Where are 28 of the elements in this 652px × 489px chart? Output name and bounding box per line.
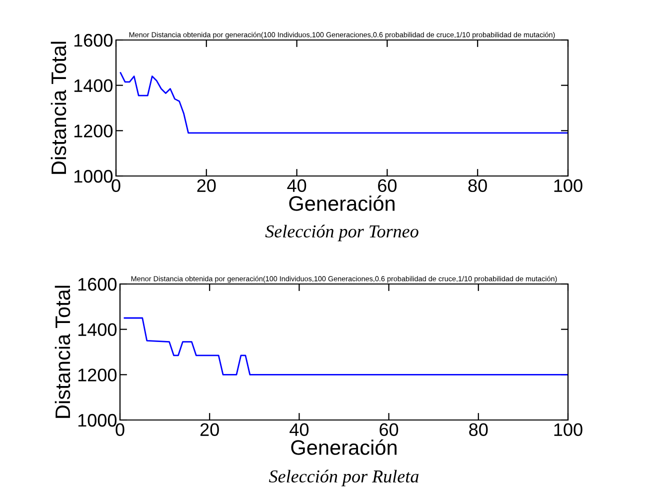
y-tick-label: 1400: [74, 79, 113, 92]
y-tick-label: 1000: [74, 170, 113, 183]
x-tick-label: 80: [469, 423, 488, 436]
x-axis-title: Generación: [291, 439, 397, 455]
x-tick-label: 40: [290, 423, 309, 436]
x-tick-label: 20: [200, 423, 219, 436]
x-tick-label: 100: [554, 423, 582, 436]
x-tick-label: 80: [468, 179, 487, 192]
x-tick-label: 0: [116, 423, 124, 436]
line-series: [124, 317, 568, 376]
x-tick-label: 20: [197, 179, 216, 192]
x-tick-label: 60: [378, 179, 397, 192]
line-series: [120, 72, 568, 134]
x-tick-label: 100: [554, 179, 582, 192]
y-tick-label: 1600: [74, 34, 113, 47]
y-axis-title: Distancia Total: [50, 42, 66, 174]
y-tick-label: 1400: [78, 323, 117, 336]
y-tick-label: 1600: [78, 278, 117, 291]
text: Selección por Torneo: [265, 224, 418, 242]
y-tick-label: 1200: [78, 368, 117, 382]
y-tick-label: 1200: [74, 124, 113, 138]
text: Selección por Ruleta: [269, 470, 419, 486]
x-tick-label: 0: [112, 179, 120, 192]
x-tick-label: 40: [287, 179, 306, 192]
x-tick-label: 60: [380, 423, 398, 436]
x-axis-title: Generación: [289, 195, 395, 211]
y-tick-label: 1000: [78, 414, 117, 427]
y-axis-title: Distancia Total: [54, 286, 70, 418]
